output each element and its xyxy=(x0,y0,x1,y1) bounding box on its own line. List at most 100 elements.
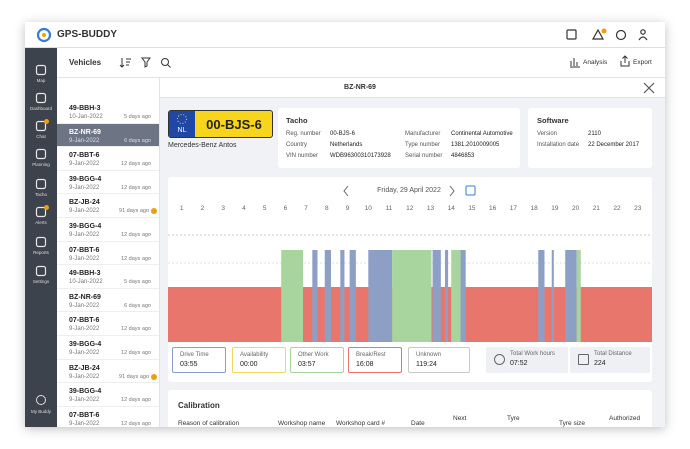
activity-value: 00:00 xyxy=(240,361,258,368)
field-value: 22 December 2017 xyxy=(588,142,640,148)
calendar-icon[interactable] xyxy=(566,29,577,40)
search-icon[interactable] xyxy=(161,58,169,66)
sidebar-footer[interactable]: My Buddy xyxy=(25,393,57,419)
field-label: Country xyxy=(286,142,308,148)
sidebar-label: Alerts xyxy=(35,220,47,225)
sidebar-icon xyxy=(35,178,47,190)
vehicle-date: 9-Jan-2022 xyxy=(69,420,100,427)
field-label: Installation date xyxy=(537,142,580,148)
vehicle-item[interactable]: 39-BGG-4 9-Jan-2022 12 days ago xyxy=(57,383,159,407)
vehicle-date: 9-Jan-2022 xyxy=(69,326,100,333)
my-buddy-icon xyxy=(36,395,46,405)
activity-summary: Drive Time 03:55 xyxy=(172,347,226,373)
field-label: Type number xyxy=(405,142,441,148)
sidebar-icon xyxy=(35,206,47,218)
hour-label: 22 xyxy=(613,205,621,212)
next-day[interactable] xyxy=(449,185,455,197)
sidebar-item[interactable]: Dashboard xyxy=(25,90,57,116)
sidebar-label: Map xyxy=(36,78,46,83)
header-icons xyxy=(566,28,648,41)
calibration-card: Calibration Reason of calibration Worksho… xyxy=(168,390,652,427)
segments xyxy=(168,250,652,342)
vehicle-date: 10-Jan-2022 xyxy=(69,279,103,286)
export-button[interactable]: Export xyxy=(633,59,652,66)
export-icon[interactable] xyxy=(619,55,631,67)
help-icon[interactable] xyxy=(615,29,627,41)
vehicle-item[interactable]: BZ-JB-24 9-Jan-2022 91 days ago xyxy=(57,359,159,384)
sidebar-label: My Buddy xyxy=(30,409,51,414)
total-icon xyxy=(494,354,505,365)
activity-label: Break/Rest xyxy=(356,352,386,358)
column-header: Tyre xyxy=(507,415,520,422)
toolbar-title: Vehicles xyxy=(69,58,102,67)
activity-segment xyxy=(324,250,331,342)
vehicle-item[interactable]: 49-BBH-3 10-Jan-2022 5 days ago xyxy=(57,100,159,124)
activity-segment xyxy=(451,250,461,342)
vehicle-item[interactable]: BZ-NR-69 9-Jan-2022 6 days ago xyxy=(57,288,159,313)
activity-segment xyxy=(444,250,449,342)
hour-label: 17 xyxy=(510,205,518,212)
field-label: VIN number xyxy=(286,153,319,159)
vehicle-age: 12 days ago xyxy=(121,350,151,356)
vehicle-item[interactable]: 39-BGG-4 9-Jan-2022 12 days ago xyxy=(57,170,159,195)
hour-label: 7 xyxy=(304,205,308,212)
vehicle-date: 9-Jan-2022 xyxy=(69,232,100,238)
activity-segment xyxy=(576,250,581,342)
activity-segment xyxy=(460,250,466,342)
date-picker[interactable] xyxy=(465,185,476,196)
eu-stars xyxy=(177,114,187,124)
vehicle-item[interactable]: 49-BBH-3 10-Jan-2022 5 days ago xyxy=(57,265,159,289)
sidebar-item[interactable]: Tacho xyxy=(25,176,57,202)
vehicle-item[interactable]: 07-BBT-6 9-Jan-2022 12 days ago xyxy=(57,312,159,336)
vehicle-item[interactable]: BZ-JB-24 9-Jan-2022 91 days ago xyxy=(57,194,159,218)
column-header: Workshop name xyxy=(278,420,326,427)
sidebar-item[interactable]: Planning xyxy=(25,146,57,172)
column-header: Date xyxy=(411,420,425,427)
vehicle-plate: 49-BBH-3 xyxy=(69,270,101,278)
vehicle-item[interactable]: 07-BBT-6 9-Jan-2022 12 days ago xyxy=(57,147,159,171)
filter-icon[interactable] xyxy=(141,57,151,68)
analysis-icon[interactable] xyxy=(569,56,581,68)
activity-value: 03:57 xyxy=(298,361,316,368)
vehicle-item[interactable]: 39-BGG-4 9-Jan-2022 12 days ago xyxy=(57,336,159,360)
sidebar-item[interactable]: Alerts xyxy=(25,204,57,230)
vehicle-date: 9-Jan-2022 xyxy=(69,161,100,168)
sidebar-item[interactable]: Map xyxy=(25,62,57,88)
sidebar-label: Chat xyxy=(36,134,46,139)
vehicle-item[interactable]: 07-BBT-6 9-Jan-2022 12 days ago xyxy=(57,241,159,266)
field-label: Version xyxy=(537,131,558,137)
vehicle-age: 5 days ago xyxy=(124,114,151,120)
vehicle-item[interactable]: 39-BGG-4 9-Jan-2022 12 days ago xyxy=(57,218,159,242)
vehicle-plate: BZ-NR-69 xyxy=(69,128,101,136)
activity-value: 119:24 xyxy=(416,361,437,368)
date-nav xyxy=(343,185,476,197)
vehicle-age: 12 days ago xyxy=(121,184,151,191)
activity-segment xyxy=(551,250,554,342)
vehicle-item[interactable]: 07-BBT-6 9-Jan-2022 12 days ago xyxy=(57,406,159,427)
hour-label: 12 xyxy=(406,205,414,212)
plate-eu-band: NL xyxy=(169,111,195,137)
hour-label: 11 xyxy=(386,205,393,212)
vehicle-plate: 07-BBT-6 xyxy=(69,411,100,419)
close-button[interactable] xyxy=(643,82,655,94)
total-box: Total Work hours 07:52 xyxy=(486,347,568,373)
analysis-button[interactable]: Analysis xyxy=(583,59,608,66)
total-box: Total Distance 224 xyxy=(570,347,650,373)
sidebar-badge xyxy=(44,119,49,124)
user-icon[interactable] xyxy=(640,29,646,35)
activity-timeline: 1 2 3 4 5 6 7 8 9 10 11 12 13 14 15 16 17 18 19 20 21 22 23 xyxy=(168,205,652,342)
vehicle-plate: 49-BBH-3 xyxy=(69,105,101,112)
alert-icon[interactable] xyxy=(591,28,605,40)
activity-segment xyxy=(340,250,345,342)
sidebar-icon xyxy=(35,120,47,132)
vehicle-plate: 39-BGG-4 xyxy=(69,341,102,348)
sidebar-item[interactable]: Settings xyxy=(25,263,57,289)
activity-segment xyxy=(432,250,441,342)
sort-icon[interactable] xyxy=(119,58,131,68)
sidebar-item[interactable]: Reports xyxy=(25,234,57,260)
vehicle-date: 9-Jan-2022 xyxy=(69,137,100,144)
activity-segment xyxy=(312,250,318,342)
vehicle-item[interactable]: BZ-NR-69 9-Jan-2022 6 days ago xyxy=(57,123,159,148)
prev-day[interactable] xyxy=(343,185,349,197)
sidebar-item[interactable]: Chat xyxy=(25,118,57,144)
